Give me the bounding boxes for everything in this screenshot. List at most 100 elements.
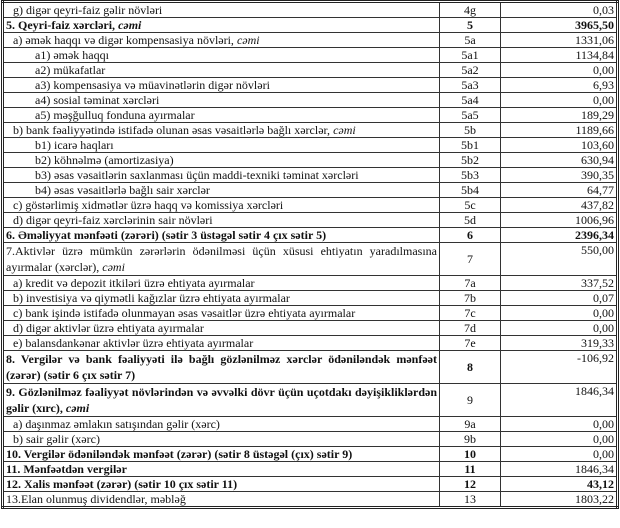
row-label: b4) əsas vəsaitlərlə bağlı sair xərclər	[2, 182, 440, 198]
table-row: 13.Elan olunmuş dividendlər, məbləğ 13 180…	[2, 491, 618, 508]
row-label-text: 12. Xalis mənfəət (zərər) (sətir 10 çıx …	[6, 477, 238, 491]
row-label: b3) əsas vəsaitlərin saxlanması üçün mad…	[2, 167, 440, 183]
row-label-text: 10. Vergilər ödəniləndək mənfəət (zərər)…	[6, 447, 353, 461]
row-value: 0,00	[500, 416, 618, 432]
table-row: e) balansdankənar aktivlər üzrə ehtiyata…	[2, 335, 618, 351]
row-value: 6,93	[500, 77, 618, 93]
table-row: a1) əmək haqqı 5a1 1134,84	[2, 47, 618, 63]
row-label-text: e) balansdankənar aktivlər üzrə ehtiyata…	[13, 336, 254, 350]
table-row: 6. Əməliyyat mənfəəti (zərəri) (sətir 3 …	[2, 227, 618, 243]
row-label: b) bank fəaliyyətində istifadə olunan əs…	[2, 122, 440, 138]
row-label: 8. Vergilər və bank fəaliyyəti ilə bağlı…	[2, 350, 440, 384]
row-value: 1846,34	[500, 383, 618, 417]
row-label-text: a) daşınmaz əmlakın satışından gəlir (xə…	[13, 417, 220, 431]
table-row: 7.Aktivlər üzrə mümkün zərərlərin ödənil…	[2, 242, 618, 276]
row-label: d) digər aktivlər üzrə ehtiyata ayırmala…	[2, 320, 440, 336]
row-label-text: 8. Vergilər və bank fəaliyyəti ilə bağlı…	[6, 352, 437, 382]
row-code: 9a	[439, 416, 501, 432]
table-row: 11. Mənfəətdən vergilər 11 1846,34	[2, 461, 618, 477]
row-label: b) investisiya və qiymətli kağızlar üzrə…	[2, 290, 440, 306]
row-value: 390,35	[500, 167, 618, 183]
row-label-text: b1) icarə haqları	[35, 138, 114, 152]
row-value: 0,00	[500, 62, 618, 78]
row-code: 6	[439, 227, 501, 243]
row-label: 11. Mənfəətdən vergilər	[2, 461, 440, 477]
row-label: 5. Qeyri-faiz xərcləri, cəmi	[2, 17, 440, 33]
row-label-text: 6. Əməliyyat mənfəəti (zərəri) (sətir 3 …	[6, 228, 327, 242]
row-label-text: a4) sosial təminat xərcləri	[35, 93, 160, 107]
row-value: 0,07	[500, 290, 618, 306]
row-label: c) göstərlimiş xidmətlər üzrə haqq və ko…	[2, 197, 440, 213]
table-row: 10. Vergilər ödəniləndək mənfəət (zərər)…	[2, 446, 618, 462]
row-value: 1331,06	[500, 32, 618, 48]
row-value: 319,33	[500, 335, 618, 351]
row-label-suffix: cəmi	[102, 260, 125, 274]
table-row: d) digər qeyri-faiz xərclərinin sair növ…	[2, 212, 618, 228]
row-label: a3) kompensasiya və müavinətlərin digər …	[2, 77, 440, 93]
table-row: a) əmək haqqı və digər kompensasiya növl…	[2, 32, 618, 48]
row-label-text: 13.Elan olunmuş dividendlər, məbləğ	[6, 492, 186, 506]
row-label: 10. Vergilər ödəniləndək mənfəət (zərər)…	[2, 446, 440, 462]
row-code: 5c	[439, 197, 501, 213]
row-code: 5b2	[439, 152, 501, 168]
row-value: 0,00	[500, 92, 618, 108]
row-label-text: 7.Aktivlər üzrə mümkün zərərlərin ödənil…	[6, 244, 437, 274]
row-label: a2) mükafatlar	[2, 62, 440, 78]
row-label: e) balansdankənar aktivlər üzrə ehtiyata…	[2, 335, 440, 351]
table-row: b1) icarə haqları 5b1 103,60	[2, 137, 618, 153]
row-label: 12. Xalis mənfəət (zərər) (sətir 10 çıx …	[2, 476, 440, 492]
row-label-text: 5. Qeyri-faiz xərcləri,	[6, 18, 119, 32]
row-label-text: b) sair gəlir (xərc)	[13, 432, 100, 446]
row-label: 6. Əməliyyat mənfəəti (zərəri) (sətir 3 …	[2, 227, 440, 243]
table-row: a4) sosial təminat xərcləri 5a4 0,00	[2, 92, 618, 108]
row-label-text: d) digər aktivlər üzrə ehtiyata ayırmala…	[13, 321, 204, 335]
row-value: 1846,34	[500, 461, 618, 477]
row-label-text: 11. Mənfəətdən vergilər	[6, 462, 127, 476]
row-code: 9b	[439, 431, 501, 447]
row-code: 12	[439, 476, 501, 492]
row-label: a5) məşğulluq fonduna ayırmalar	[2, 107, 440, 123]
row-label-text: b3) əsas vəsaitlərin saxlanması üçün mad…	[35, 168, 359, 182]
row-label: b2) köhnəlmə (amortizasiya)	[2, 152, 440, 168]
row-label: b) sair gəlir (xərc)	[2, 431, 440, 447]
row-value: 1803,22	[500, 491, 618, 508]
table-row: a2) mükafatlar 5a2 0,00	[2, 62, 618, 78]
row-value: 1006,96	[500, 212, 618, 228]
row-label-text: d) digər qeyri-faiz xərclərinin sair növ…	[13, 213, 213, 227]
row-label-text: b4) əsas vəsaitlərlə bağlı sair xərclər	[35, 183, 210, 197]
row-label: 9. Gözlənilməz fəaliyyət növlərindən və …	[2, 383, 440, 417]
row-value: 0,03	[500, 1, 618, 18]
table-row: d) digər aktivlər üzrə ehtiyata ayırmala…	[2, 320, 618, 336]
row-label-suffix: cəmi	[65, 401, 90, 415]
row-label-text: a) əmək haqqı və digər kompensasiya növl…	[13, 33, 237, 47]
row-value: 550,00	[500, 242, 618, 276]
row-label: b1) icarə haqları	[2, 137, 440, 153]
table-row: a) daşınmaz əmlakın satışından gəlir (xə…	[2, 416, 618, 432]
row-code: 5b4	[439, 182, 501, 198]
row-code: 7e	[439, 335, 501, 351]
row-value: 64,77	[500, 182, 618, 198]
row-label: 7.Aktivlər üzrə mümkün zərərlərin ödənil…	[2, 242, 440, 276]
row-code: 9	[439, 383, 501, 417]
row-label-text: a5) məşğulluq fonduna ayırmalar	[35, 108, 195, 122]
row-code: 5b	[439, 122, 501, 138]
table-row: b) sair gəlir (xərc) 9b 0,00	[2, 431, 618, 447]
table-row: b) bank fəaliyyətində istifadə olunan əs…	[2, 122, 618, 138]
table-row: a) kredit və depozit itkiləri üzrə ehtiy…	[2, 275, 618, 291]
row-value: 189,29	[500, 107, 618, 123]
table-row: 5. Qeyri-faiz xərcləri, cəmi 5 3965,50	[2, 17, 618, 33]
row-label: a4) sosial təminat xərcləri	[2, 92, 440, 108]
row-value: 0,00	[500, 305, 618, 321]
row-value: 3965,50	[500, 17, 618, 33]
row-label-text: b) bank fəaliyyətində istifadə olunan əs…	[13, 123, 334, 137]
row-label-text: a2) mükafatlar	[35, 63, 106, 77]
row-code: 7d	[439, 320, 501, 336]
table-row: c) göstərlimiş xidmətlər üzrə haqq və ko…	[2, 197, 618, 213]
row-code: 5a5	[439, 107, 501, 123]
row-value: 103,60	[500, 137, 618, 153]
table-row: 8. Vergilər və bank fəaliyyəti ilə bağlı…	[2, 350, 618, 384]
row-label-suffix: cəmi	[118, 18, 142, 32]
row-code: 7	[439, 242, 501, 276]
row-value: 0,00	[500, 446, 618, 462]
row-label-text: a3) kompensasiya və müavinətlərin digər …	[35, 78, 270, 92]
